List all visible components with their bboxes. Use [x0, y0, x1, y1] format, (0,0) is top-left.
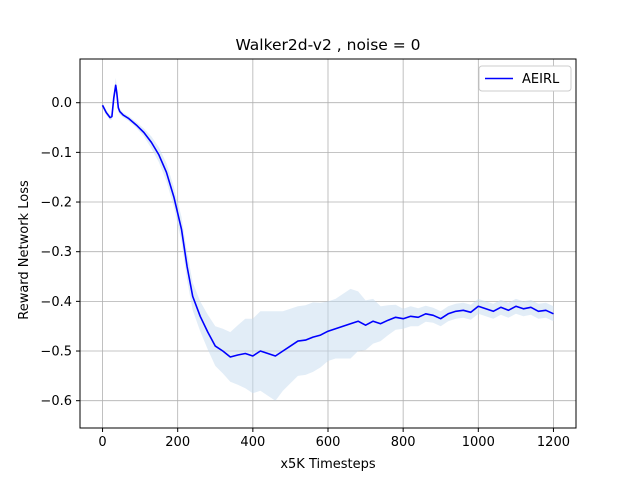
y-tick-label: −0.6 — [40, 394, 72, 409]
x-tick-label: 800 — [391, 435, 416, 450]
legend-box — [478, 65, 572, 92]
y-axis-label: Reward Network Loss — [17, 180, 32, 320]
plot-area: 0 200 400 600 800 1000 1200 0.0 −0.1 −0.2 −0.3 −0.4… — [40, 58, 577, 450]
y-tick-label: −0.2 — [40, 196, 72, 211]
y-tick-label: −0.1 — [40, 146, 72, 161]
x-axis-label: x5K Timesteps — [280, 457, 376, 472]
y-tick-label: −0.5 — [40, 345, 72, 360]
x-tick-label: 600 — [316, 435, 341, 450]
series-line-0 — [101, 84, 554, 358]
x-tick-label: 0 — [98, 435, 106, 450]
legend: AEIRL — [478, 65, 572, 92]
chart-title: Walker2d-v2 , noise = 0 — [235, 36, 420, 54]
legend-label-aeirl: AEIRL — [522, 72, 560, 87]
x-tick-label: 200 — [165, 435, 190, 450]
y-tick-label: −0.4 — [40, 295, 72, 310]
x-tick-label: 1000 — [462, 435, 495, 450]
series-band-0 — [102, 77, 554, 401]
x-tick-label: 1200 — [537, 435, 570, 450]
y-tick-label: 0.0 — [51, 96, 72, 111]
y-tick-label: −0.3 — [40, 245, 72, 260]
x-tick-label: 400 — [240, 435, 265, 450]
